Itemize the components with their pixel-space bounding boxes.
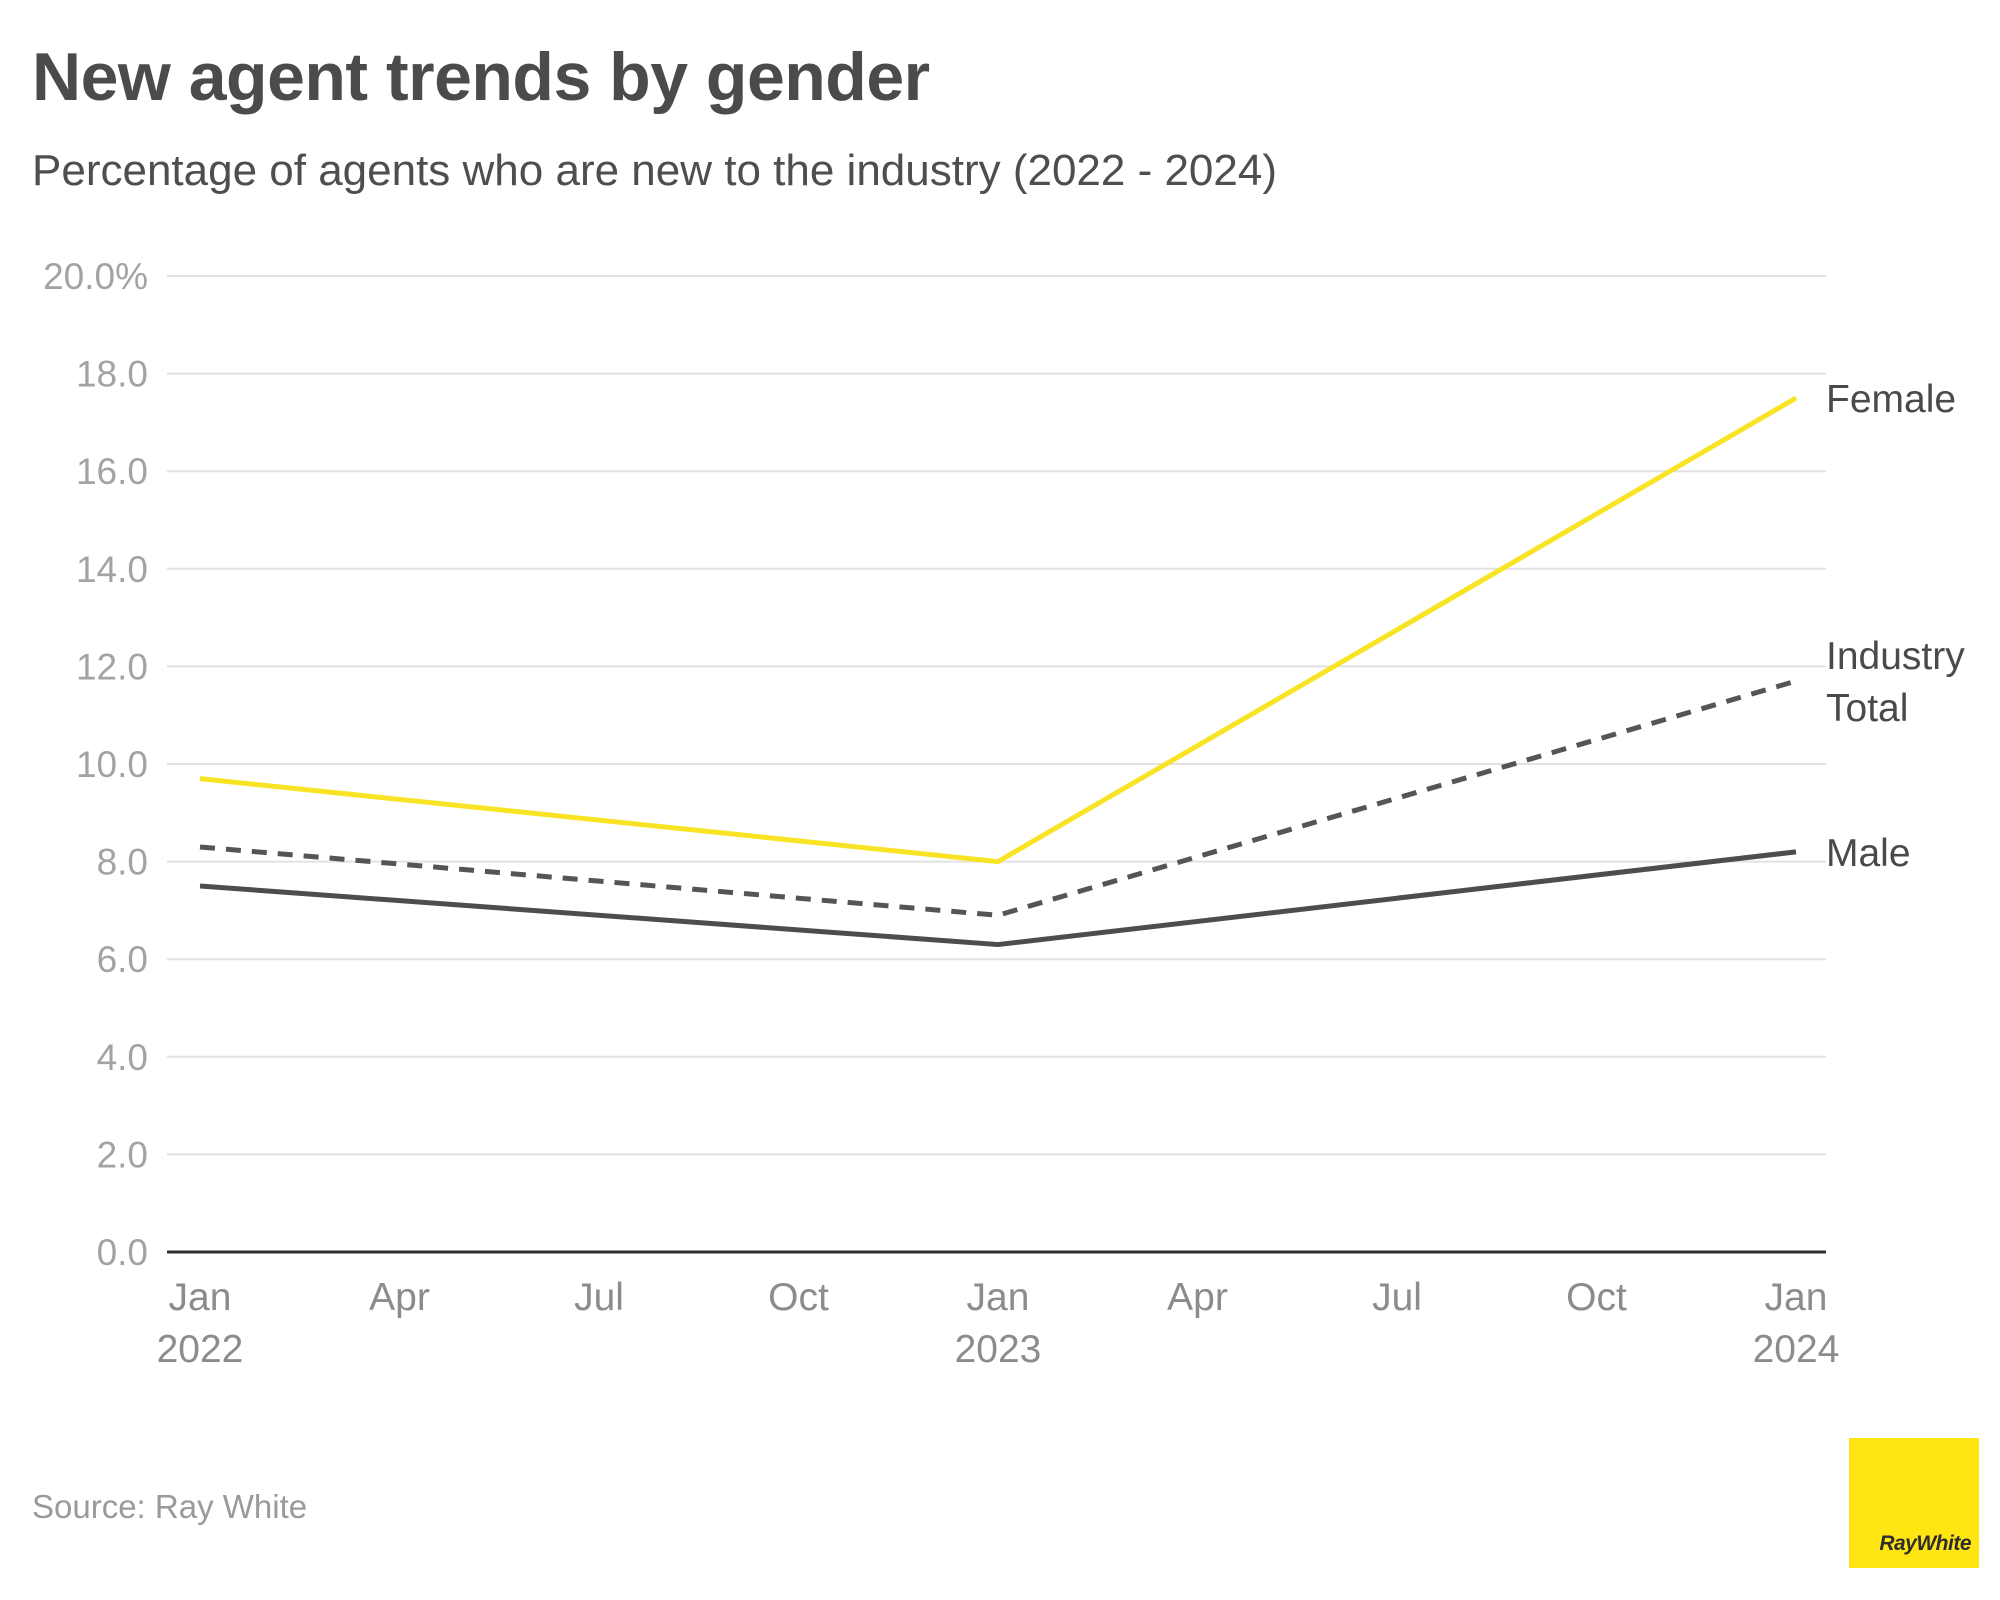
series-labels: Female Industry Total Male	[1826, 378, 1965, 875]
x-tick-label: Jan	[169, 1276, 232, 1319]
y-tick-label: 14.0	[76, 549, 148, 590]
x-axis-tick-labels: Jan 2022 Apr Jul Oct Jan 2023 Apr Jul Oct Jan 2024	[157, 1276, 1840, 1371]
y-tick-label: 16.0	[76, 451, 148, 492]
series-line-male	[199, 849, 1797, 948]
series-label-industry-total: Industry	[1826, 635, 1965, 678]
y-tick-label: 18.0	[76, 354, 148, 395]
y-tick-label: 8.0	[97, 842, 148, 883]
y-tick-label: 2.0	[97, 1134, 148, 1175]
logo-wordmark: RayWhite	[1879, 1532, 1971, 1555]
x-tick-label: Jul	[1372, 1276, 1422, 1319]
x-tick-label: Oct	[1566, 1276, 1627, 1319]
x-tick-label: Jan	[1765, 1276, 1828, 1319]
y-tick-label: 20.0%	[43, 256, 148, 297]
x-tick-label: Apr	[1167, 1276, 1228, 1319]
x-tick-label: Jan	[967, 1276, 1030, 1319]
x-tick-year-label: 2024	[1753, 1328, 1840, 1371]
series-label-male: Male	[1826, 832, 1911, 875]
chart-subtitle: Percentage of agents who are new to the …	[32, 146, 1277, 195]
x-tick-label: Jul	[574, 1276, 624, 1319]
series-line-industry-total	[199, 678, 1797, 918]
source-note: Source: Ray White	[32, 1488, 308, 1525]
grid-lines	[167, 275, 1826, 1156]
y-tick-label: 10.0	[76, 744, 148, 785]
x-tick-year-label: 2023	[955, 1328, 1042, 1371]
x-tick-label: Apr	[369, 1276, 430, 1319]
y-tick-label: 12.0	[76, 646, 148, 687]
series-line-female	[199, 395, 1798, 865]
chart-title: New agent trends by gender	[32, 39, 930, 115]
y-tick-label: 6.0	[97, 939, 148, 980]
y-tick-label: 0.0	[97, 1232, 148, 1273]
y-tick-label: 4.0	[97, 1037, 148, 1078]
x-tick-label: Oct	[768, 1276, 829, 1319]
series-lines	[199, 395, 1798, 948]
x-tick-year-label: 2022	[157, 1328, 244, 1371]
series-label-female: Female	[1826, 378, 1956, 421]
ray-white-logo: RayWhite	[1849, 1438, 1979, 1568]
y-axis-tick-labels: 0.0 2.0 4.0 6.0 8.0 10.0 12.0 14.0 16.0 18.0 20.0%	[43, 256, 148, 1273]
series-label-industry-total: Total	[1826, 687, 1908, 730]
